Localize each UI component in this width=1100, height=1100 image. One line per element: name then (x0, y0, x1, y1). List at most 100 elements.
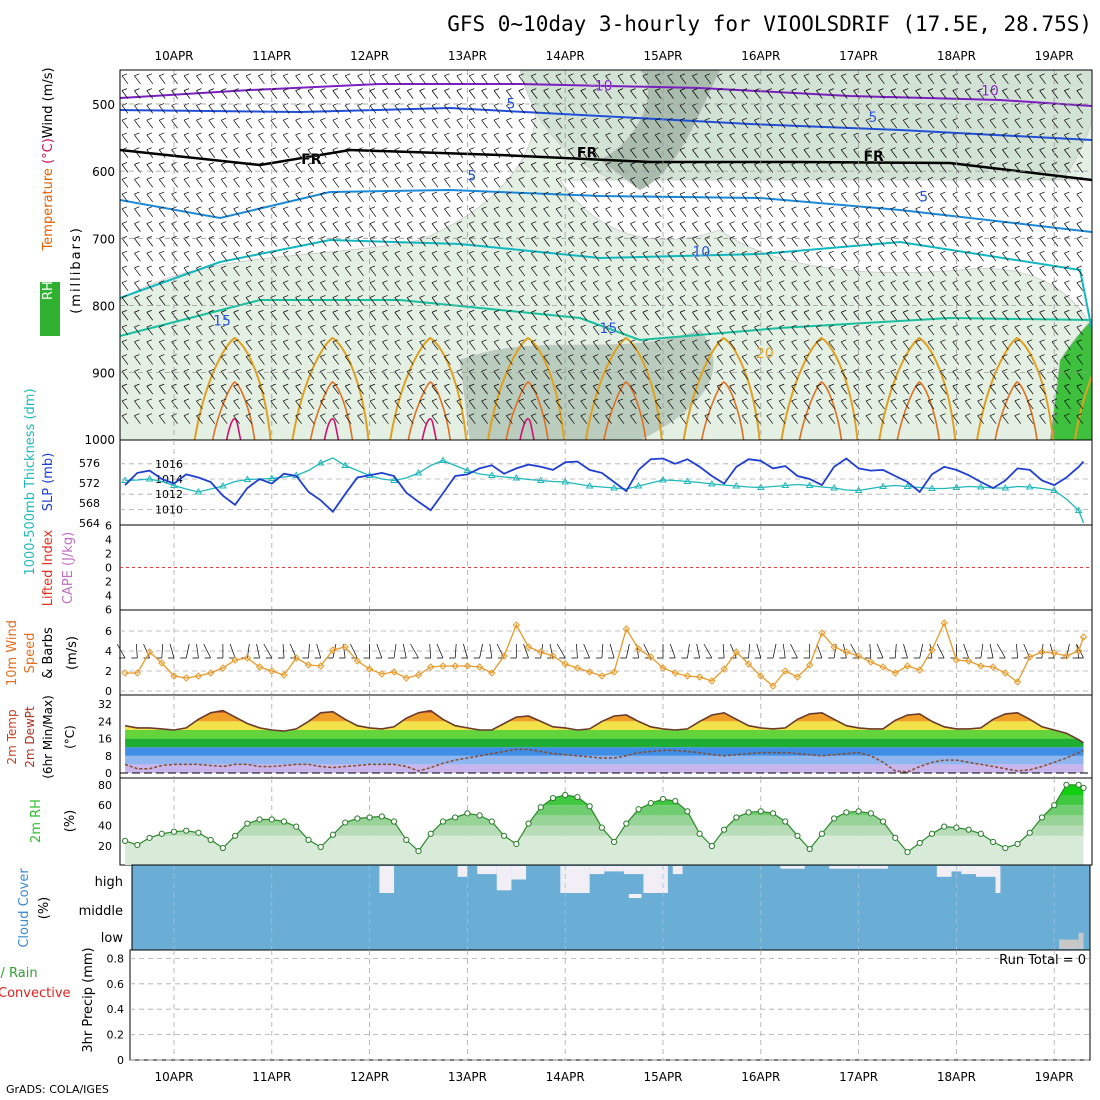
rh-marker (1051, 802, 1058, 809)
wind-barb-10m (595, 643, 604, 659)
cloud-gap (477, 866, 497, 875)
wind-speed-marker (867, 658, 875, 666)
wind-barb (134, 250, 141, 262)
wind-speed-marker (145, 648, 154, 656)
wind-barb (902, 73, 910, 85)
wind-speed-marker (158, 659, 166, 667)
wind-barb (1014, 280, 1022, 291)
wind-barb (183, 117, 191, 129)
wind-barb (778, 354, 786, 365)
wind-barb (729, 354, 736, 365)
thickness-marker (316, 459, 325, 466)
wind-barb (1039, 280, 1046, 291)
wind-barb (530, 73, 538, 85)
wind-barb (543, 191, 550, 203)
wind-barb (357, 354, 364, 365)
wind-barb (295, 221, 302, 232)
wind-barb (667, 221, 674, 232)
wind-barb (357, 383, 364, 395)
wind-barb (840, 265, 848, 277)
wind-barb (543, 250, 550, 262)
wind-barb (952, 73, 960, 85)
wind-barb (1026, 369, 1034, 380)
wind-barb (865, 147, 873, 158)
wind-barb (394, 369, 402, 380)
date-tick-label-top: 18APR (937, 49, 976, 63)
wind-barb (1026, 132, 1034, 144)
wind-barb (220, 221, 228, 232)
wind-barb (865, 176, 873, 188)
wind-barb (927, 191, 935, 203)
wind-barb (977, 280, 984, 291)
wind-barb (1064, 221, 1071, 232)
wind-barb (940, 132, 947, 144)
wind-barb (878, 73, 885, 85)
wind-barb (853, 221, 860, 232)
wind-barb (1064, 280, 1071, 291)
wind-barb (878, 413, 885, 424)
wind-barb (791, 413, 798, 424)
wind-barb-10m (168, 643, 175, 659)
wind-barb (344, 117, 352, 129)
wind-barb (754, 73, 761, 85)
temp-line (124, 709, 1084, 744)
wind-barb (220, 383, 228, 395)
wind-barb (704, 191, 712, 203)
rh-marker (892, 834, 899, 841)
wind-barb (840, 354, 848, 365)
wind-barb (332, 413, 340, 424)
wind-barb (357, 324, 364, 336)
thickness-marker (903, 482, 912, 489)
wind-barb (568, 206, 575, 218)
wind-barb (406, 147, 414, 158)
wind-barb (989, 265, 997, 277)
wind-barb (208, 221, 216, 232)
wind-barb (220, 295, 228, 306)
wind-barb (1026, 250, 1034, 262)
wind-barb (1039, 206, 1046, 218)
slp-tick-label: 1016 (155, 458, 183, 471)
wind-barb (964, 73, 972, 85)
wind-barb (468, 369, 476, 380)
wind-barb (208, 206, 216, 218)
wind-barb (729, 236, 736, 247)
cloud-gap (1059, 939, 1079, 949)
wind-barb (890, 73, 898, 85)
rh-marker (378, 813, 385, 820)
wind-barb (977, 309, 984, 321)
wind-barb (518, 339, 526, 351)
wind-barb (530, 221, 538, 232)
wind-barb (940, 206, 947, 218)
wind-barb (146, 383, 154, 395)
rh-marker (562, 791, 569, 799)
wind-speed-marker (952, 656, 961, 664)
wind-barb (245, 162, 253, 173)
wind-speed-marker (708, 677, 716, 685)
wind-barb (654, 191, 662, 203)
wind-speed-marker (720, 665, 728, 673)
wind-speed-marker (647, 653, 655, 661)
wind-barb (840, 132, 848, 144)
wind-barb (357, 103, 364, 114)
wind-barb (431, 339, 439, 351)
wind-barb (915, 162, 922, 173)
wind-barb (729, 309, 736, 321)
wind-barb (729, 250, 736, 262)
wind-barb (332, 147, 340, 158)
wind-barb (382, 383, 389, 395)
cloud-gap (589, 866, 605, 875)
wind-barb (816, 280, 823, 291)
wind-barb (791, 73, 798, 85)
wind-barb (989, 339, 997, 351)
wind-barb (406, 132, 414, 144)
wind-speed-marker (891, 669, 899, 677)
wind-barb (282, 309, 290, 321)
wind-barb (791, 191, 798, 203)
wind-barb (940, 309, 947, 321)
wind-barb (654, 147, 662, 158)
rh-marker (1075, 781, 1082, 788)
wind-barb (233, 383, 240, 395)
wind-barb (320, 398, 327, 410)
wind-barb (258, 206, 265, 218)
wind-barb (865, 280, 873, 291)
